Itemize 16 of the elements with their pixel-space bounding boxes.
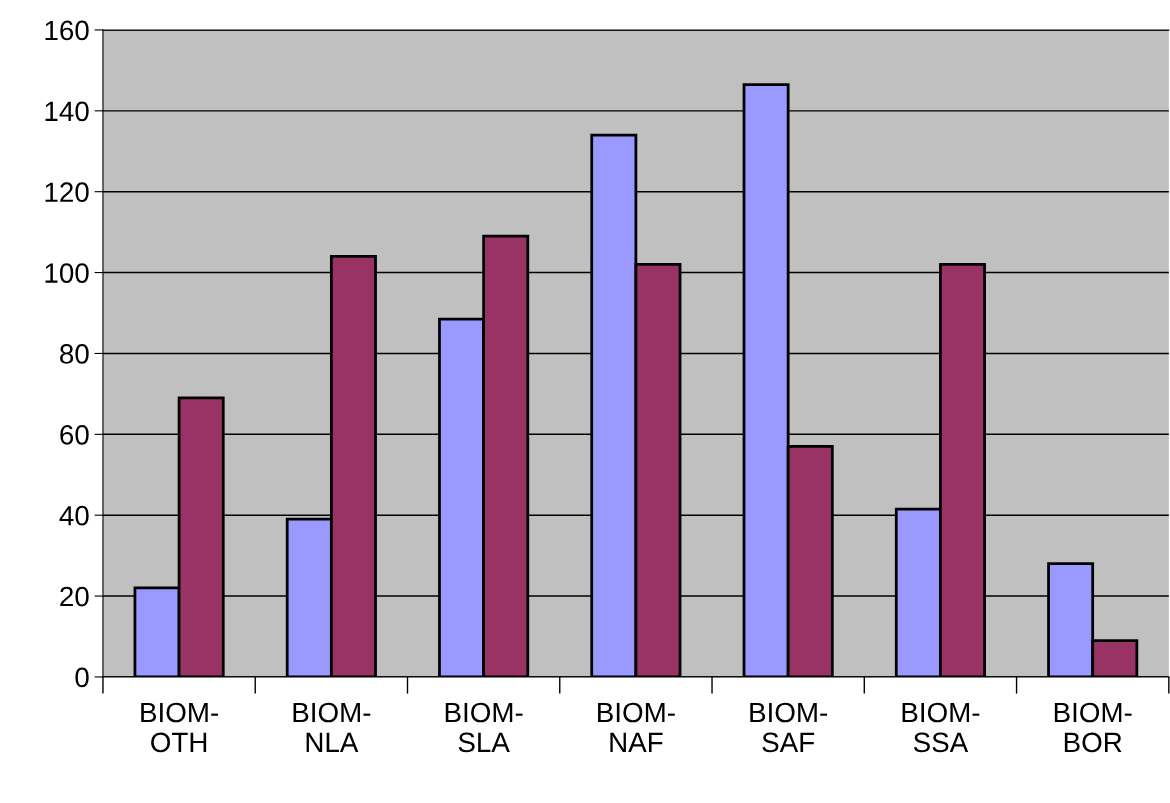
y-tick-label: 120	[45, 182, 89, 203]
x-tick-label: BIOM-SLA	[445, 702, 523, 753]
y-tick-label: 60	[60, 424, 89, 445]
y-tick-label: 100	[45, 263, 89, 283]
y-tick-label: 80	[60, 344, 89, 364]
y-tick-label: 0	[75, 667, 89, 688]
y-tick-label: 20	[60, 586, 89, 607]
x-tick-label: BIOM-SSA	[902, 702, 980, 753]
x-tick-label: BIOM-OTH	[141, 702, 218, 753]
x-tick-label: BIOM-SAF	[750, 702, 828, 753]
y-tick-label: 40	[59, 505, 89, 526]
y-tick-label: 160	[45, 20, 89, 41]
x-tick-label: BIOM-NAF	[598, 702, 675, 752]
y-tick-label: 140	[45, 101, 89, 122]
x-tick-label: BIOM-BOR	[1054, 702, 1132, 753]
x-tick-label: BIOM-NLA	[293, 702, 371, 752]
